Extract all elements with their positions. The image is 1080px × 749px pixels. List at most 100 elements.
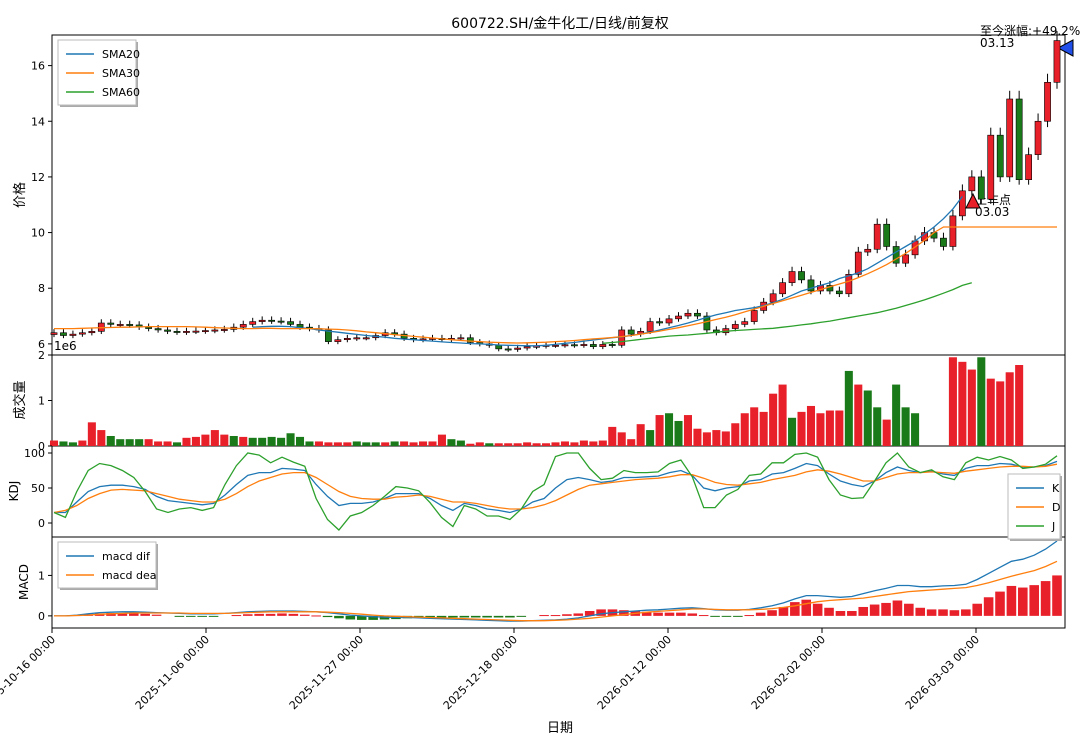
volume-bar	[182, 437, 191, 446]
kdj-legend-entry: D	[1052, 501, 1060, 514]
volume-bar	[314, 441, 323, 446]
macd-bar	[790, 602, 800, 616]
macd-bar	[470, 615, 481, 618]
macd-bar	[277, 613, 287, 616]
volume-bar	[617, 432, 626, 446]
macd-bar	[778, 606, 789, 616]
macd-bar	[197, 615, 207, 617]
macd-bar	[972, 603, 983, 616]
macd-bar	[539, 615, 549, 617]
volume-bar	[523, 442, 532, 446]
candle-body	[107, 322, 115, 325]
volume-bar	[428, 441, 437, 446]
macd-bar	[334, 615, 344, 619]
candle-body	[589, 344, 597, 347]
macd-bar	[482, 615, 492, 618]
candle-body	[514, 347, 522, 350]
macd-legend-entry: macd dif	[102, 550, 151, 563]
candle-body	[504, 348, 512, 351]
macd-bar	[1018, 587, 1028, 616]
volume-bar	[125, 439, 134, 446]
candle-body	[864, 248, 872, 253]
volume-bar	[542, 443, 551, 446]
macd-bar	[983, 597, 994, 616]
volume-bar	[693, 428, 702, 446]
volume-bar	[873, 407, 882, 446]
macd-bar	[755, 612, 766, 616]
kdj-legend-entry: J	[1051, 520, 1055, 533]
macd-bar	[345, 615, 356, 620]
volume-bar	[674, 420, 683, 446]
candles-group	[50, 31, 1061, 352]
candle-body	[268, 319, 276, 322]
macd-bar	[254, 613, 264, 616]
volume-bar	[116, 439, 125, 446]
macd-bar	[299, 614, 310, 616]
candle-body	[646, 321, 654, 332]
volume-bar	[977, 357, 986, 446]
volume-bar	[135, 439, 144, 446]
x-tick-label: 2026-02-02 00:00	[749, 633, 828, 712]
kdj-panel-frame	[51, 445, 1066, 538]
volume-bar	[447, 439, 456, 446]
candle-body	[987, 134, 995, 200]
volume-bar	[419, 441, 428, 446]
volume-bar	[210, 430, 219, 446]
price-y-tick-label: 10	[31, 227, 45, 240]
x-tick-label: 2025-11-06 00:00	[133, 633, 212, 712]
volume-bar	[390, 441, 399, 446]
macd-bar	[812, 603, 823, 616]
volume-bar	[475, 442, 484, 446]
current-price-marker	[1056, 39, 1074, 57]
volume-bar	[683, 415, 692, 446]
macd-bar	[128, 613, 139, 616]
macd-bar	[368, 615, 378, 620]
candle-body	[977, 176, 985, 200]
macd-bar	[926, 609, 937, 616]
candle-body	[627, 329, 635, 335]
candle-body	[325, 329, 332, 342]
kdj-y-tick-label: 50	[31, 482, 45, 495]
volume-bar	[844, 370, 853, 446]
candle-body	[561, 344, 569, 347]
volume-y-tick-label: 2	[38, 349, 45, 362]
series-line-sma60	[602, 282, 972, 344]
volume-bar	[740, 413, 749, 446]
volume-bar	[911, 413, 920, 446]
series-line-k	[54, 460, 1058, 514]
candle-body	[959, 190, 966, 217]
volume-bar	[627, 439, 636, 446]
macd-bar	[151, 614, 162, 616]
price-legend-entry: SMA30	[102, 67, 140, 80]
volume-bar	[381, 442, 390, 446]
candle-body	[145, 326, 152, 329]
volume-bar	[996, 381, 1005, 446]
price-panel-frame	[51, 34, 1066, 356]
candle-body	[854, 251, 862, 275]
candle-body	[902, 254, 909, 264]
candle-body	[750, 310, 758, 322]
macd-bar	[356, 615, 367, 620]
candle-body	[249, 321, 257, 325]
chart-title: 600722.SH/金牛化工/日线/前复权	[451, 15, 668, 32]
volume-bar	[324, 442, 333, 446]
volume-bar	[806, 405, 816, 446]
volume-bar	[513, 443, 522, 446]
buy-point-triangle	[965, 192, 981, 209]
macd-bar	[516, 615, 527, 617]
kdj-lines-group	[53, 452, 1058, 531]
candle-body	[126, 324, 134, 326]
price-y-tick-label: 16	[31, 60, 45, 73]
macd-bar	[698, 615, 709, 617]
candle-body	[675, 315, 682, 320]
macd-bar	[892, 600, 903, 616]
macd-bar	[231, 615, 242, 617]
volume-bar	[277, 437, 286, 446]
series-line-j	[53, 452, 1058, 531]
volume-bar	[948, 357, 957, 446]
macd-bar	[995, 591, 1005, 616]
volume-bar	[87, 422, 96, 446]
kdj-legend-entry: K	[1052, 482, 1060, 495]
volume-bar	[882, 419, 891, 446]
